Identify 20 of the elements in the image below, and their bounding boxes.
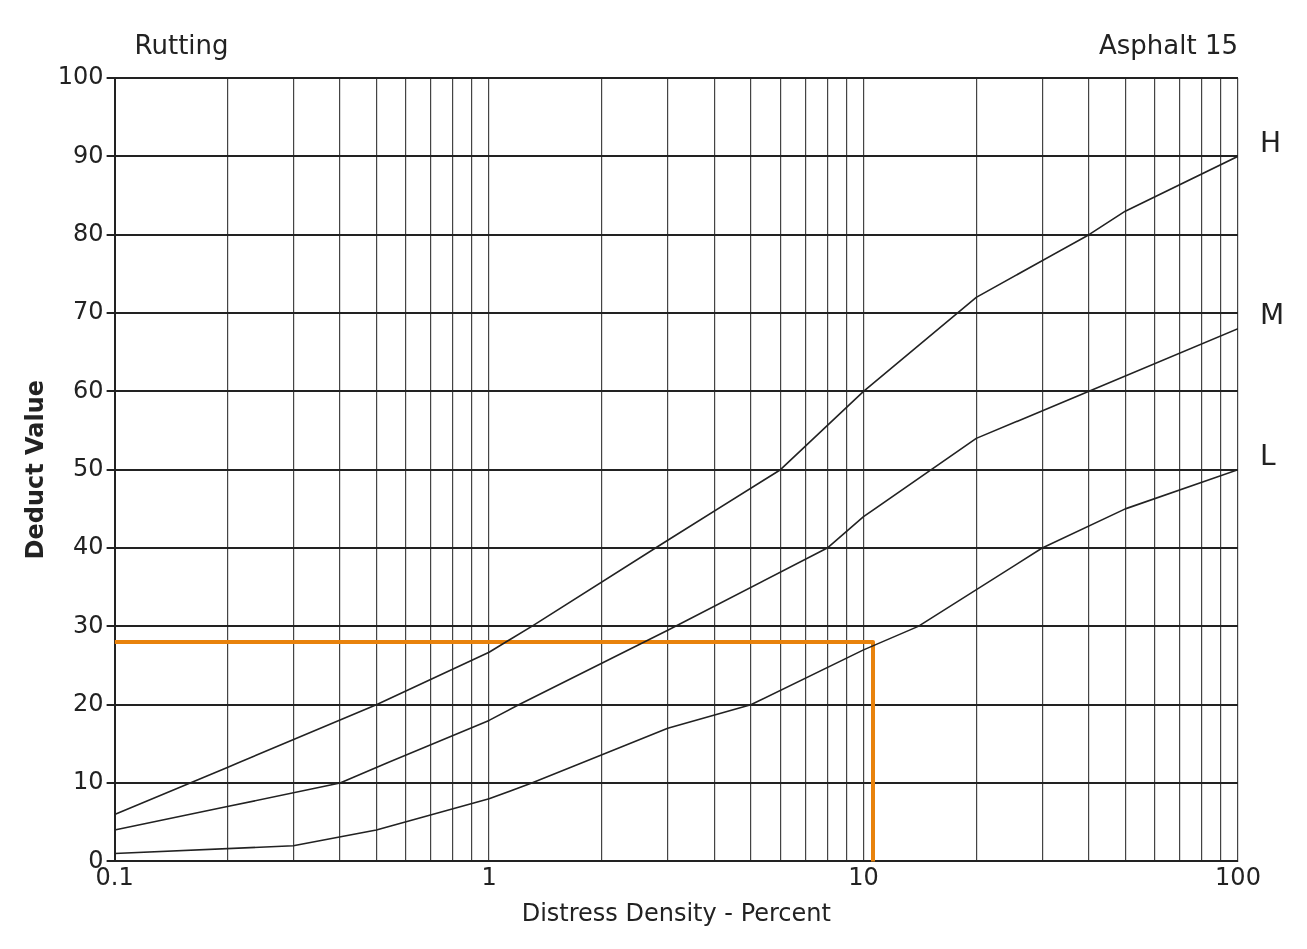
y-tick-label: 20 — [73, 688, 104, 717]
x-tick-label: 100 — [1215, 863, 1261, 892]
series-label: L — [1260, 438, 1276, 472]
y-axis-title: Deduct Value — [20, 379, 49, 560]
chart-subtitle: Asphalt 15 — [1098, 29, 1238, 60]
y-tick-label: 70 — [73, 297, 104, 326]
series-label: H — [1260, 125, 1282, 159]
y-tick-label: 80 — [73, 218, 104, 247]
y-tick-label: 10 — [73, 767, 104, 796]
y-tick-label: 30 — [73, 610, 104, 639]
series-label: M — [1260, 297, 1285, 331]
x-tick-label: 1 — [481, 863, 497, 892]
y-tick-label: 100 — [57, 62, 104, 91]
y-tick-label: 90 — [73, 140, 104, 169]
x-axis-title: Distress Density - Percent — [521, 898, 831, 927]
chart-title: Rutting — [134, 29, 229, 60]
y-tick-label: 40 — [73, 532, 104, 561]
y-tick-label: 50 — [73, 453, 104, 482]
y-tick-label: 60 — [73, 375, 104, 404]
x-tick-label: 10 — [848, 863, 879, 892]
